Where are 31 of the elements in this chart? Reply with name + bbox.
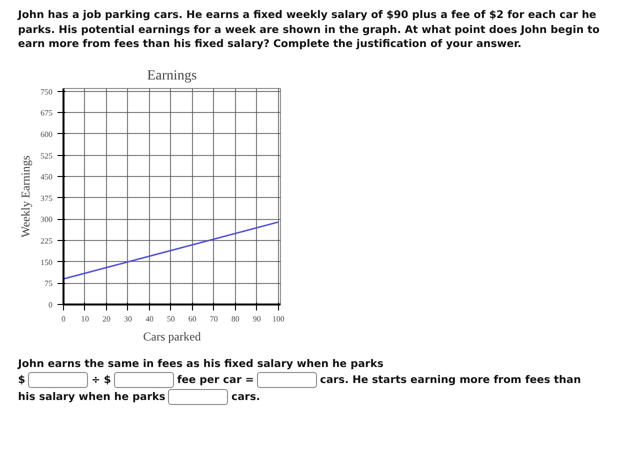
- y-tick-label: 0: [48, 300, 52, 310]
- text: $: [18, 374, 26, 386]
- x-axis-title: Cars parked: [143, 329, 201, 344]
- text: John has a job parking cars. He earns a fixed weekly salary of $90 plus a fee of $2 for each car he parks. His potential earnings for a week are shown in the graph. At what point does John begin to earn more from fees than his fixed salary? Complete the justification of your answer.: [18, 8, 601, 52]
- x-tick-label: 50: [166, 314, 175, 324]
- x-tick-label: 30: [124, 314, 132, 324]
- x-tick-label: 80: [231, 314, 240, 324]
- text: John earns the same in fees as his fixed salary when he parks: [18, 358, 384, 370]
- y-tick-label: 375: [40, 193, 52, 202]
- chart-title: Earnings: [147, 68, 197, 84]
- y-tick-label: 75: [44, 278, 52, 288]
- text: fee per car =: [177, 374, 254, 386]
- x-tick-label: 0: [62, 314, 66, 324]
- y-tick-label: 300: [40, 214, 52, 224]
- y-tick-label: 450: [40, 172, 52, 182]
- y-tick-label: 675: [40, 108, 52, 118]
- x-tick-label: 70: [210, 314, 218, 324]
- x-tick-label: 10: [80, 314, 89, 324]
- y-tick-label: 600: [40, 129, 52, 138]
- text: ÷ $: [91, 374, 112, 386]
- x-tick-label: 90: [252, 314, 261, 324]
- x-tick-label: 20: [102, 314, 110, 324]
- y-axis-title: Weekly Earnings: [18, 154, 32, 238]
- y-tick-label: 750: [40, 86, 52, 96]
- y-tick-label: 525: [40, 150, 52, 160]
- y-tick-label: 225: [40, 236, 52, 246]
- x-tick-label: 100: [272, 314, 284, 324]
- text: cars.: [231, 391, 260, 404]
- y-tick-label: 150: [40, 257, 52, 266]
- x-tick-label: 60: [188, 314, 196, 324]
- x-tick-label: 40: [145, 314, 154, 324]
